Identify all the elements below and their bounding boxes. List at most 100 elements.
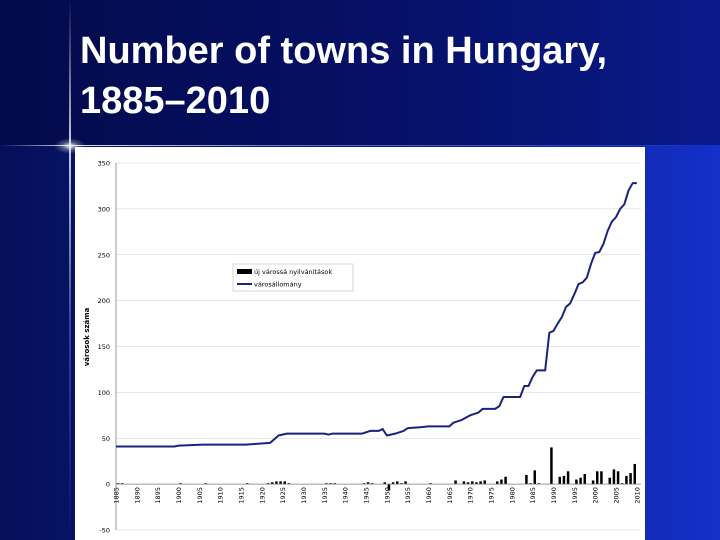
bar-new-towns	[475, 482, 478, 485]
bar-new-towns	[283, 481, 286, 485]
bar-new-towns	[454, 480, 457, 485]
x-tick-label: 1935	[321, 487, 329, 504]
bar-new-towns	[562, 475, 566, 485]
decorative-horizontal-line	[0, 145, 720, 146]
bar-new-towns	[391, 482, 395, 485]
bar-new-towns	[400, 483, 403, 485]
y-axis-label: városok száma	[83, 307, 91, 366]
bar-new-towns	[429, 483, 432, 485]
legend-box	[232, 263, 354, 292]
x-tick-label: 1930	[300, 487, 308, 504]
x-tick-label: 1915	[238, 487, 246, 504]
x-tick-label: 1990	[550, 487, 558, 504]
x-tick-label: 1925	[279, 487, 287, 504]
x-tick-label: 1960	[425, 487, 433, 504]
bar-new-towns	[471, 481, 474, 485]
bar-new-towns	[462, 481, 466, 485]
bar-new-towns	[396, 481, 399, 485]
bar-new-towns	[616, 471, 620, 485]
chart-axes	[115, 163, 641, 530]
bar-new-towns	[404, 481, 407, 485]
line-series	[115, 182, 637, 448]
bar-new-towns	[621, 483, 624, 485]
y-tick-label: 200	[98, 297, 110, 305]
y-tick-label: -50	[99, 527, 110, 535]
bar-new-towns	[366, 482, 370, 485]
bar-new-towns	[246, 483, 249, 485]
bar-new-towns	[579, 477, 582, 485]
x-tick-label: 1905	[196, 487, 204, 504]
bar-new-towns	[279, 481, 282, 485]
bar-new-towns	[625, 475, 628, 485]
x-axis-ticks: 1885 1890 1895 1900 1905 1910 1915 1920 1925 1930…	[113, 487, 642, 504]
bar-new-towns	[575, 479, 578, 485]
x-tick-label: 1890	[133, 487, 141, 504]
bar-new-towns	[333, 483, 336, 485]
legend-line-label: városállomány	[254, 281, 302, 289]
y-tick-label: 300	[98, 205, 110, 213]
y-axis-ticks: -50 0 50 100 150 200 250 300 350	[98, 160, 110, 535]
chart-legend: új várossá nyilvánítások városállomány	[232, 263, 354, 292]
x-tick-label: 1965	[446, 487, 454, 504]
chart-gridlines	[116, 162, 641, 531]
slide-title-line1: Number of towns in Hungary,	[80, 30, 608, 72]
bar-new-towns	[287, 483, 291, 485]
bar-new-towns	[529, 483, 532, 485]
bar-new-towns	[537, 483, 541, 485]
x-tick-label: 1910	[217, 487, 225, 504]
x-tick-label: 1970	[467, 487, 475, 504]
town-count-chart: -50 0 50 100 150 200 250 300 350 városok száma 1…	[83, 160, 642, 535]
bar-new-towns	[496, 481, 499, 485]
bar-new-towns	[533, 470, 536, 485]
bar-new-towns	[483, 480, 486, 485]
x-tick-label: 1950	[383, 487, 391, 504]
bar-new-towns	[204, 483, 207, 485]
bar-new-towns	[500, 479, 503, 485]
x-tick-label: 1940	[342, 487, 350, 504]
x-tick-label: 2000	[592, 487, 600, 504]
legend-bar-swatch	[237, 269, 252, 274]
y-tick-label: 350	[98, 160, 110, 168]
bar-new-towns	[612, 469, 616, 485]
x-tick-label: 1975	[488, 487, 496, 504]
slide-title: Number of towns in Hungary, 1885–2010	[80, 26, 700, 126]
bar-new-towns	[596, 471, 599, 485]
bar-new-towns	[371, 483, 374, 485]
y-tick-label: 150	[98, 343, 110, 351]
bar-new-towns	[479, 481, 482, 485]
bar-new-towns	[121, 483, 124, 485]
x-tick-label: 1985	[529, 487, 537, 504]
bar-new-towns	[266, 483, 270, 485]
bar-new-towns	[325, 483, 328, 485]
decorative-vertical-line	[69, 0, 71, 540]
x-tick-label: 1980	[508, 487, 516, 504]
bar-new-towns	[600, 471, 603, 485]
bar-new-towns	[566, 471, 570, 485]
x-tick-label: 1955	[404, 487, 412, 504]
bar-new-towns	[466, 482, 470, 485]
bar-series	[116, 447, 636, 491]
bar-new-towns	[591, 480, 595, 485]
bar-new-towns	[550, 447, 553, 485]
bar-new-towns	[271, 482, 274, 485]
x-tick-label: 1995	[571, 487, 579, 504]
bar-new-towns	[583, 474, 586, 485]
title-band	[0, 0, 720, 145]
legend-bar-label: új várossá nyilvánítások	[254, 268, 332, 276]
bar-new-towns	[629, 473, 632, 485]
bar-new-towns	[504, 476, 507, 485]
bar-new-towns	[633, 463, 636, 485]
bar-new-towns	[179, 483, 182, 485]
y-tick-label: 50	[102, 435, 110, 443]
bar-new-towns	[275, 481, 278, 485]
x-tick-label: 1945	[363, 487, 371, 504]
x-tick-label: 1900	[175, 487, 183, 504]
bar-new-towns	[383, 482, 386, 485]
y-tick-label: 250	[98, 251, 110, 259]
y-tick-label: 0	[106, 481, 110, 489]
bar-new-towns	[608, 477, 611, 485]
x-tick-label: 2005	[613, 487, 621, 504]
x-tick-label: 1895	[154, 487, 162, 504]
slide-title-line2: 1885–2010	[80, 80, 271, 122]
bar-new-towns	[525, 474, 528, 485]
